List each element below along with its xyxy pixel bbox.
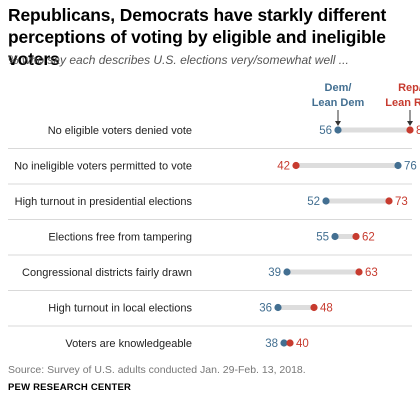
category-label: High turnout in local elections [48,303,192,315]
rep-dot [355,268,363,276]
dem-dot [331,232,339,241]
legend-rep-line2: Lean Rep [385,97,420,109]
chart-title: Republicans, Democrats have starkly diff… [8,5,387,69]
source-note: Source: Survey of U.S. adults conducted … [8,364,306,376]
rep-value-label: 63 [365,267,378,279]
dem-dot [394,161,402,170]
legend-dem-line2: Lean Dem [312,97,365,109]
rep-value-label: 40 [296,338,309,350]
rep-dot [385,197,393,205]
rep-value-label: 62 [362,232,375,244]
rep-dot [286,339,294,347]
rep-value-label: 48 [320,303,333,315]
rep-value-label: 80 [416,125,420,137]
dem-value-label: 36 [259,303,272,315]
dem-dot [280,339,288,347]
dem-value-label: 56 [319,125,332,137]
category-label: No ineligible voters permitted to vote [14,161,192,173]
dem-value-label: 55 [316,232,329,244]
chart-subtitle: % who say each describes U.S. elections … [8,53,349,67]
rep-value-label: 42 [277,161,290,173]
dem-dot [322,197,330,205]
rep-dot [352,232,360,241]
rep-dot [310,303,318,312]
category-label: Elections free from tampering [48,232,192,244]
dem-dot [334,126,342,134]
category-label: High turnout in presidential elections [15,196,193,208]
rep-dot [292,161,300,170]
legend-rep-arrowhead [407,121,413,126]
legend-dem-line1: Dem/ [325,82,352,94]
rep-dot [406,126,414,134]
dem-value-label: 39 [268,267,281,279]
category-label: Voters are knowledgeable [65,338,192,350]
dem-dot [274,303,282,312]
dem-dot [283,268,291,276]
legend-dem-arrowhead [335,121,341,126]
category-label: Congressional districts fairly drawn [22,267,192,279]
category-label: No eligible voters denied vote [48,125,192,137]
dem-value-label: 38 [265,338,278,350]
organization-credit: PEW RESEARCH CENTER [8,382,132,393]
legend-rep-line1: Rep/ [398,82,420,94]
rep-value-label: 73 [395,196,408,208]
dem-value-label: 76 [404,161,417,173]
dem-value-label: 52 [307,196,320,208]
